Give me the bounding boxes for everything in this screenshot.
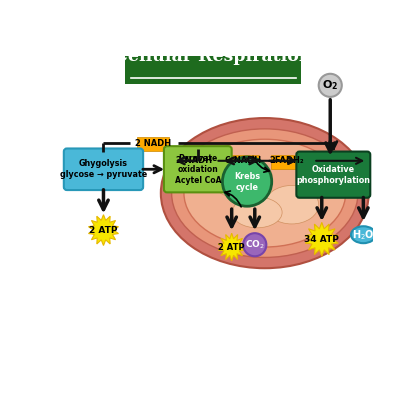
FancyBboxPatch shape <box>178 155 210 168</box>
Text: 2FADH₂: 2FADH₂ <box>269 156 304 165</box>
Polygon shape <box>305 223 338 256</box>
Ellipse shape <box>211 156 272 199</box>
FancyBboxPatch shape <box>164 146 232 192</box>
Circle shape <box>243 233 266 256</box>
Ellipse shape <box>265 186 319 224</box>
Circle shape <box>319 74 342 97</box>
FancyBboxPatch shape <box>64 149 143 190</box>
FancyBboxPatch shape <box>125 56 301 84</box>
Text: Ghygolysis
glycose → pyruvate: Ghygolysis glycose → pyruvate <box>60 159 147 179</box>
Text: CO$_2$: CO$_2$ <box>245 238 265 251</box>
Text: 2 NADH: 2 NADH <box>135 139 171 148</box>
Text: 2 NADH: 2 NADH <box>176 156 212 165</box>
Ellipse shape <box>184 139 346 247</box>
Text: Pyruvate
oxidation
Acytel CoA: Pyruvate oxidation Acytel CoA <box>175 154 221 185</box>
Text: 2 ATP: 2 ATP <box>89 225 118 235</box>
FancyBboxPatch shape <box>296 151 370 198</box>
Polygon shape <box>89 215 119 245</box>
Ellipse shape <box>172 129 358 258</box>
Ellipse shape <box>351 226 376 243</box>
FancyBboxPatch shape <box>137 137 169 151</box>
Text: Krebs
cycle: Krebs cycle <box>234 171 260 192</box>
Text: 2 ATP: 2 ATP <box>218 243 245 252</box>
Text: Oxidative
phosphorylation: Oxidative phosphorylation <box>296 165 370 185</box>
Text: H$_2$O: H$_2$O <box>352 228 375 242</box>
Text: Cellular Respiration: Cellular Respiration <box>114 48 312 65</box>
Ellipse shape <box>232 197 282 228</box>
Polygon shape <box>218 233 245 261</box>
Text: $\mathbf{O_2}$: $\mathbf{O_2}$ <box>322 79 338 92</box>
Text: 6 NADH: 6 NADH <box>225 156 261 165</box>
FancyBboxPatch shape <box>228 155 259 168</box>
FancyBboxPatch shape <box>270 155 302 168</box>
Circle shape <box>223 157 272 206</box>
Text: 34 ATP: 34 ATP <box>305 235 339 244</box>
Ellipse shape <box>161 118 369 268</box>
